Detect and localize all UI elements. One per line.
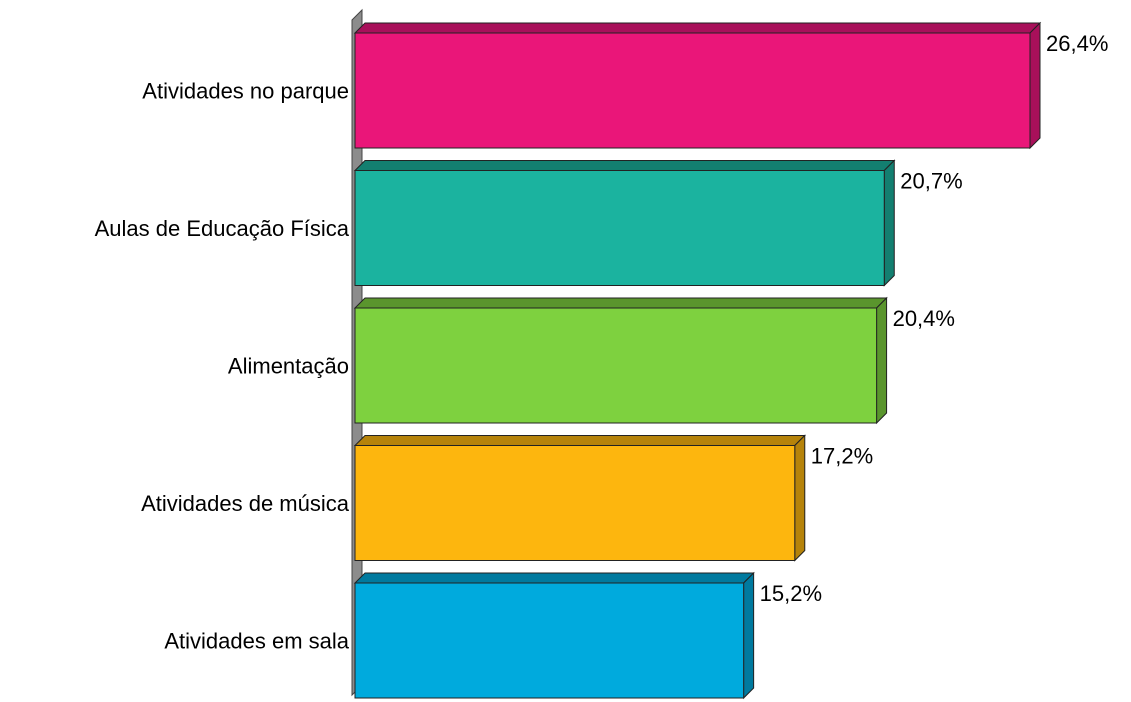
value-label: 26,4% [1046,31,1108,56]
bar-top [353,160,896,171]
category-label: Aulas de Educação Física [95,216,350,241]
value-label: 20,4% [893,306,955,331]
bar [354,582,745,699]
bar-top [353,22,1042,34]
bar-top [353,435,806,446]
category-label: Alimentação [228,353,349,378]
bar-top [353,297,888,309]
bar-side [876,296,888,425]
bar-top [353,572,755,584]
value-label: 17,2% [811,443,873,468]
bar-side [743,571,755,700]
category-label: Atividades em sala [164,628,349,653]
value-label: 15,2% [760,581,822,606]
bar [354,307,878,424]
bar [354,445,796,561]
category-label: Atividades de música [141,491,350,516]
value-label: 20,7% [900,168,962,193]
bar-side [1029,21,1041,150]
bar-side [883,159,895,287]
bar [354,32,1031,149]
category-label: Atividades no parque [142,78,349,103]
bar [354,170,885,286]
bar-side [794,434,806,562]
